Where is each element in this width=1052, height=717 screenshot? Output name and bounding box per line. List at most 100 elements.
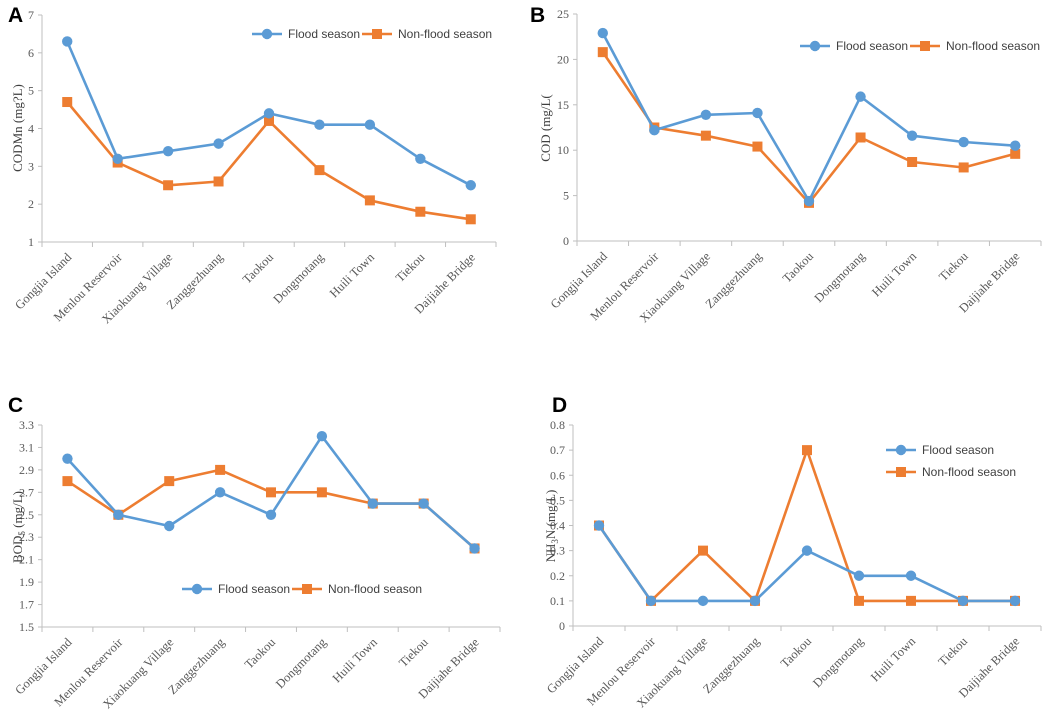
y-tick-label: 0.7 bbox=[550, 443, 565, 457]
legend-swatch-marker bbox=[896, 467, 906, 477]
flood-data-point bbox=[62, 453, 73, 464]
legend-label: Flood season bbox=[836, 39, 908, 53]
x-tick-label: Tiekou bbox=[393, 250, 428, 285]
flood-data-point bbox=[415, 153, 426, 164]
flood-data-point bbox=[801, 545, 813, 556]
nonflood-data-point bbox=[364, 195, 375, 206]
nonflood-data-point bbox=[802, 445, 812, 456]
flood-data-point bbox=[214, 487, 226, 498]
x-tick-label: Dongmotang bbox=[812, 249, 869, 306]
flood-data-point bbox=[314, 119, 325, 130]
y-tick-label: 0.8 bbox=[550, 418, 565, 432]
flood-data-point bbox=[1010, 140, 1021, 151]
legend-label: Flood season bbox=[218, 582, 290, 596]
nonflood-data-point bbox=[264, 115, 274, 126]
legend-swatch-marker bbox=[920, 41, 930, 51]
nonflood-data-point bbox=[698, 545, 708, 556]
flood-data-point bbox=[645, 595, 657, 607]
y-tick-label: 3.1 bbox=[19, 440, 34, 454]
flood-data-point bbox=[62, 36, 73, 47]
x-tick-label: Tiekou bbox=[396, 635, 431, 670]
flood-data-point bbox=[958, 136, 969, 148]
nonflood-data-point bbox=[1010, 148, 1021, 159]
nonflood-data-point bbox=[62, 97, 73, 108]
y-tick-label: 1.7 bbox=[19, 598, 34, 612]
y-tick-label: 2.3 bbox=[19, 530, 34, 544]
flood-data-point bbox=[316, 431, 328, 442]
y-axis-label: BOD5 (mg/L) bbox=[10, 491, 27, 563]
nonflood-data-point bbox=[213, 176, 224, 187]
nonflood-data-point bbox=[164, 476, 175, 487]
nonflood-data-point bbox=[854, 595, 864, 606]
y-axis-label: CODMn (mg?L) bbox=[10, 84, 25, 172]
y-tick-label: 0.4 bbox=[550, 519, 565, 533]
flood-data-point bbox=[263, 108, 275, 119]
flood-data-point bbox=[855, 91, 866, 102]
flood-data-point bbox=[113, 509, 124, 520]
y-tick-label: 5 bbox=[563, 189, 569, 203]
y-tick-label: 1 bbox=[28, 235, 34, 249]
y-tick-label: 3.3 bbox=[19, 418, 34, 432]
y-tick-label: 2 bbox=[28, 197, 34, 211]
y-tick-label: 0.3 bbox=[550, 544, 565, 558]
legend-label: Non-flood season bbox=[946, 39, 1040, 53]
nonflood-data-point bbox=[215, 464, 226, 475]
flood-data-point bbox=[469, 543, 480, 554]
flood-data-point bbox=[853, 570, 865, 581]
flood-data-point bbox=[905, 570, 917, 581]
nonflood-data-point bbox=[855, 132, 866, 143]
nonflood-data-point bbox=[906, 595, 916, 606]
x-tick-label: Taokou bbox=[780, 249, 817, 286]
legend-label: Non-flood season bbox=[922, 465, 1016, 479]
x-tick-label: Tiekou bbox=[936, 249, 971, 284]
x-tick-label: Dongmotang bbox=[273, 635, 330, 692]
nonflood-data-point bbox=[907, 157, 918, 168]
nonflood-data-point bbox=[752, 141, 763, 152]
y-tick-label: 2.9 bbox=[19, 463, 34, 477]
legend: Flood season Non-flood season bbox=[800, 39, 1040, 53]
y-tick-label: 2.1 bbox=[19, 553, 34, 567]
y-tick-label: 7 bbox=[28, 8, 34, 22]
flood-data-point bbox=[465, 180, 476, 191]
x-tick-label: Taokou bbox=[242, 635, 279, 672]
y-tick-label: 2.7 bbox=[19, 485, 34, 499]
x-tick-label: Huili Town bbox=[868, 634, 919, 685]
y-tick-label: 2.5 bbox=[19, 508, 34, 522]
nonflood-data-point bbox=[465, 214, 476, 225]
legend-swatch-marker bbox=[191, 583, 203, 595]
flood-data-point bbox=[649, 125, 660, 136]
y-tick-label: 5 bbox=[28, 84, 34, 98]
x-tick-label: Taokou bbox=[240, 250, 277, 287]
y-tick-label: 0 bbox=[563, 234, 569, 248]
nonflood-data-point bbox=[163, 180, 174, 191]
x-tick-label: Taokou bbox=[778, 634, 815, 671]
x-tick-label: Dongmotang bbox=[810, 634, 867, 691]
nonflood-data-point bbox=[700, 130, 711, 141]
x-tick-label: Tiekou bbox=[935, 634, 970, 669]
flood-data-point bbox=[593, 520, 605, 531]
flood-data-point bbox=[418, 498, 429, 509]
y-tick-label: 0.1 bbox=[550, 594, 565, 608]
nonflood-data-point bbox=[314, 165, 325, 176]
flood-data-point bbox=[700, 109, 712, 120]
flood-data-point bbox=[164, 520, 175, 532]
y-axis-label: COD (mg/L( bbox=[538, 94, 553, 162]
panel-letter: D bbox=[552, 394, 567, 417]
legend-swatch-marker bbox=[372, 29, 382, 39]
nonflood-data-point bbox=[316, 487, 327, 498]
y-tick-label: 4 bbox=[28, 122, 34, 136]
y-tick-label: 0.2 bbox=[550, 569, 565, 583]
nonflood-series-line bbox=[66, 468, 476, 550]
y-tick-label: 1.9 bbox=[19, 575, 34, 589]
panel-letter: B bbox=[530, 4, 545, 27]
legend: Flood season Non-flood season bbox=[886, 443, 1016, 479]
x-tick-label: Huili Town bbox=[869, 249, 920, 300]
flood-data-point bbox=[1009, 595, 1021, 607]
y-tick-label: 6 bbox=[28, 46, 34, 60]
legend-swatch-marker bbox=[302, 584, 312, 594]
y-tick-label: 1.5 bbox=[19, 620, 34, 634]
